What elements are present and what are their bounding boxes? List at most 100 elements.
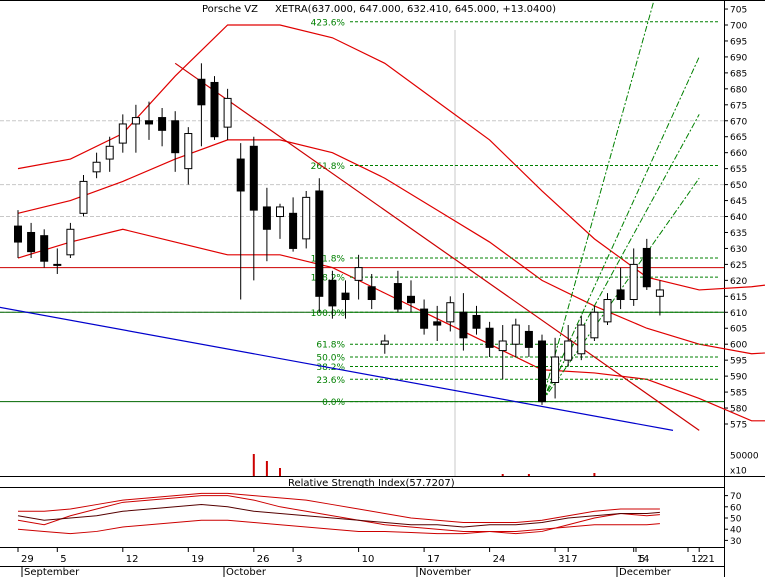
candle-up [66,228,75,256]
candle-down [367,286,376,301]
trend-line [0,306,674,431]
candle-down [642,247,651,288]
fibonacci-label: 423.6% [311,18,346,28]
price-tick-label: 660 [730,149,747,159]
rsi-tick-label: 30 [730,537,742,547]
candle-down [315,190,324,297]
candle-up [603,299,612,323]
price-tick-label: 620 [730,277,747,287]
fibonacci-label: 161.8% [311,255,346,265]
rsi-line-2 [18,492,660,523]
month-label: November [419,567,472,577]
price-tick-label: 650 [730,181,747,191]
candle-down [328,279,337,307]
price-tick-label: 630 [730,245,747,255]
fan-line [541,2,654,402]
candle-down [158,117,167,131]
candle-down [236,158,245,192]
candle-down [433,321,442,326]
candle-down [459,311,468,339]
volume-bars [252,454,596,476]
bollinger-middle-band [17,139,765,355]
price-tick-label: 640 [730,213,747,223]
date-tick-label: 29 [21,554,34,565]
date-tick-label: 17 [427,554,440,565]
price-tick-label: 575 [730,421,747,431]
candle-down [616,289,625,301]
candle-up [53,263,62,266]
candle-up [629,263,638,301]
candle-up [105,145,114,160]
price-tick-label: 695 [730,37,747,47]
rsi-title: Relative Strength Index(57.7207) [288,478,455,489]
price-tick-label: 625 [730,261,747,271]
fibonacci-label: 0.0% [322,398,345,408]
candle-up [302,196,311,240]
month-label: September [24,567,80,577]
rsi-tick-label: 60 [730,503,742,513]
candle-up [590,311,599,339]
rsi-line-1 [17,519,660,535]
candle-up [92,161,101,173]
candle-up [551,356,560,384]
candle-up [276,206,284,218]
date-tick-label: 12 [126,554,139,565]
date-tick-label: 12 [691,554,704,565]
fibonacci-label: 23.6% [316,376,345,386]
candle-down [171,120,180,154]
candle-down [249,145,258,211]
candle-down [145,120,153,125]
candle-up [79,180,88,214]
candle-up [118,123,127,144]
price-axis: 575 580 585 590 595 600 605 610 615 620 625 630 635 6… [724,6,759,477]
fibonacci-label: 261.8% [311,162,346,172]
date-tick-label: 7 [571,554,577,565]
month-label: October [226,567,267,577]
candle-up [655,289,664,297]
price-tick-label: 665 [730,133,747,143]
chart-title: Porsche VZ [202,4,258,15]
date-tick-label: 26 [257,554,270,565]
date-tick-label: 5 [639,554,645,565]
candle-down [472,314,481,329]
rsi-tick-label: 50 [730,515,742,525]
candle-up [577,324,586,355]
candle-down [420,308,429,329]
bollinger-upper-band [17,24,765,291]
candle-up [511,324,520,345]
price-tick-label: 605 [730,325,747,335]
rsi-line-0 [17,495,660,535]
candle-down [524,330,533,348]
candle-up [446,302,455,323]
candle-down [27,231,36,253]
fan-line [541,114,700,402]
candle-down [262,206,271,230]
price-tick-label: 610 [730,309,747,319]
date-tick-label: 10 [362,554,375,565]
volume-tick-label: x10 [730,467,747,477]
chart-subtitle: XETRA(637.000, 647.000, 632.410, 645.000… [275,4,556,15]
candle-down [40,235,49,262]
trend-line [174,62,700,431]
price-tick-label: 590 [730,373,747,383]
fibonacci-label: 50.0% [316,353,345,363]
price-tick-label: 680 [730,85,747,95]
date-tick-label: 14 [637,554,650,565]
price-tick-label: 645 [730,197,747,207]
candle-down [289,212,298,249]
price-tick-label: 670 [730,117,747,127]
candle-up [354,267,363,281]
candle-down [14,225,22,243]
candle-up [223,97,232,128]
rsi-line-3 [17,504,660,528]
candle-up [184,133,193,170]
candle-down [341,292,350,301]
candle-down [393,283,402,310]
price-tick-label: 655 [730,165,747,175]
price-tick-label: 600 [730,341,747,351]
horizontal-lines [0,267,724,403]
price-tick-label: 690 [730,53,747,63]
price-tick-label: 675 [730,101,747,111]
rsi-tick-label: 70 [730,492,742,502]
